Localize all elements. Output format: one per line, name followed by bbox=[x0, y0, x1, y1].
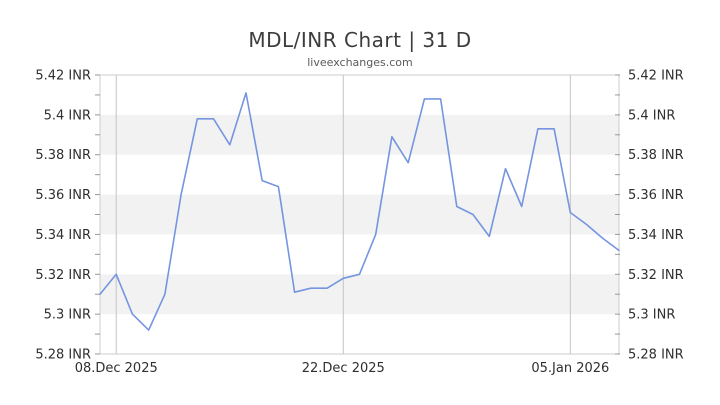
y-axis-label-left: 5.34 INR bbox=[35, 228, 91, 243]
x-axis-label: 08.Dec 2025 bbox=[75, 361, 158, 376]
y-axis-label-right: 5.4 INR bbox=[628, 108, 675, 123]
y-axis-label-left: 5.28 INR bbox=[35, 348, 91, 363]
y-axis-label-right: 5.36 INR bbox=[628, 188, 684, 203]
chart-title: MDL/INR Chart | 31 D bbox=[248, 28, 472, 52]
y-axis-label-right: 5.28 INR bbox=[628, 348, 684, 363]
y-axis-label-left: 5.32 INR bbox=[35, 268, 91, 283]
grid-band bbox=[100, 114, 619, 155]
y-axis-label-left: 5.42 INR bbox=[35, 69, 91, 84]
grid-band bbox=[100, 194, 619, 235]
y-axis-label-right: 5.32 INR bbox=[628, 268, 684, 283]
y-axis-label-left: 5.4 INR bbox=[44, 108, 91, 123]
y-axis-label-right: 5.3 INR bbox=[628, 308, 675, 323]
y-axis-label-left: 5.38 INR bbox=[35, 148, 91, 163]
x-axis-label: 22.Dec 2025 bbox=[302, 361, 385, 376]
y-axis-label-right: 5.34 INR bbox=[628, 228, 684, 243]
y-axis-label-left: 5.36 INR bbox=[35, 188, 91, 203]
price-line bbox=[99, 92, 620, 331]
y-axis-label-right: 5.42 INR bbox=[628, 69, 684, 84]
grid-band bbox=[100, 274, 619, 315]
y-axis-label-left: 5.3 INR bbox=[44, 308, 91, 323]
chart-subtitle: liveexchanges.com bbox=[307, 56, 413, 69]
y-axis-label-right: 5.38 INR bbox=[628, 148, 684, 163]
x-axis-label: 05.Jan 2026 bbox=[531, 361, 609, 376]
